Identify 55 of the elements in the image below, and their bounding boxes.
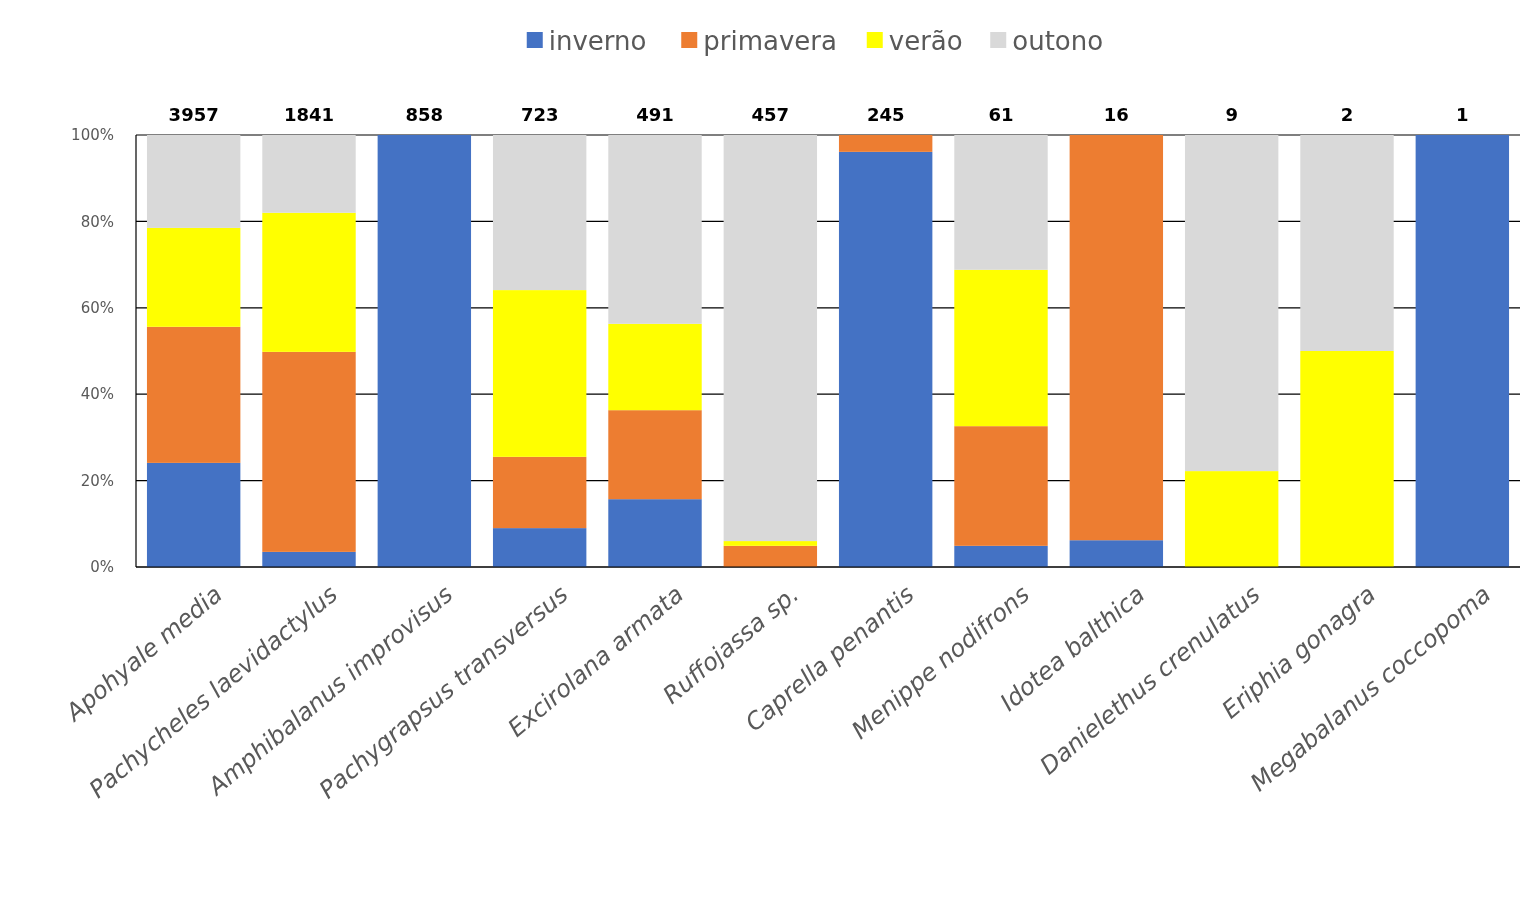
bar [1415,135,1510,567]
annotation: 1 [1456,104,1469,125]
bar [492,290,587,457]
legend-label: primavera [703,25,837,56]
bar [492,528,587,567]
y-tick-label: 20% [80,471,114,490]
bar [608,323,702,411]
bar [262,351,356,552]
bar [954,135,1048,270]
bar [1184,471,1279,567]
bar [954,269,1048,427]
y-tick-label: 40% [80,385,114,404]
bar [146,135,241,228]
legend-label: outono [1012,25,1104,56]
annotation: 245 [866,104,905,125]
bar [1069,135,1164,541]
bar [262,135,356,213]
bar [492,456,587,529]
bar [723,545,818,567]
bar [954,545,1048,567]
bar [838,135,933,152]
annotation: 1841 [283,104,335,125]
bar [262,551,356,567]
legend-label: inverno [548,25,647,56]
bar [608,499,702,567]
annotation: 9 [1225,104,1238,125]
annotation: 723 [520,104,559,125]
y-tick-label: 100% [71,126,114,145]
bar [262,212,356,352]
bar [723,541,818,546]
annotation: 2 [1340,104,1354,125]
bar [1300,351,1394,567]
bar [723,135,818,542]
bar [1184,135,1279,472]
bar [954,426,1048,546]
bar [608,410,702,500]
bar [146,326,241,463]
annotation: 858 [405,104,444,125]
bar [377,135,472,567]
bar [608,135,702,324]
bar [1300,135,1394,351]
bar [146,227,241,327]
annotation: 491 [636,104,674,125]
annotation: 457 [751,104,790,125]
legend-label: verão [888,25,963,56]
annotation: 3957 [168,104,219,125]
bar [492,135,587,291]
annotation: 61 [988,104,1014,125]
y-tick-label: 60% [80,299,114,318]
annotation: 16 [1103,104,1129,125]
bar [146,462,241,567]
y-tick-label: 0% [90,558,114,577]
bar [838,151,933,567]
y-tick-label: 80% [80,212,114,231]
bar [1069,540,1164,567]
